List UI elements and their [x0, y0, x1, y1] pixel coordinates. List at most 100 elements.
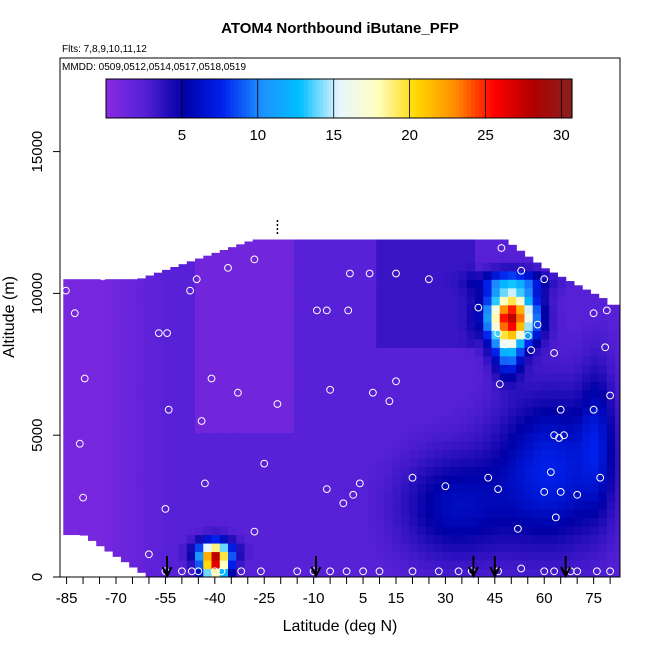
heatmap-cell: [195, 330, 204, 340]
heatmap-cell: [565, 398, 575, 408]
heatmap-cell: [120, 493, 130, 503]
heatmap-cell: [195, 321, 204, 331]
heatmap-cell: [195, 389, 204, 399]
heatmap-cell: [203, 483, 213, 493]
heatmap-cell: [88, 472, 97, 482]
heatmap-cell: [203, 355, 213, 365]
heatmap-cell: [442, 568, 451, 577]
heatmap-cell: [186, 406, 196, 416]
heatmap-cell: [368, 279, 377, 289]
heatmap-cell: [590, 551, 600, 561]
heatmap-cell: [277, 551, 287, 561]
heatmap-cell: [483, 270, 493, 280]
heatmap-cell: [120, 280, 130, 290]
sample-point: [392, 269, 400, 278]
heatmap-cell: [318, 423, 328, 433]
heatmap-cell: [178, 372, 188, 382]
heatmap-cell: [335, 559, 344, 570]
heatmap-cell: [269, 364, 279, 374]
heatmap-cell: [540, 415, 550, 425]
heatmap-cell: [88, 378, 97, 388]
heatmap-cell: [508, 559, 517, 570]
colorbar-segment: [424, 79, 429, 118]
heatmap-cell: [178, 321, 188, 331]
heatmap-cell: [318, 517, 328, 527]
heatmap-cell: [129, 490, 139, 500]
heatmap-cell: [499, 338, 509, 348]
heatmap-cell: [384, 508, 394, 519]
heatmap-cell: [458, 406, 468, 416]
heatmap-cell: [351, 423, 361, 433]
heatmap-cell: [442, 559, 451, 570]
heatmap-cell: [368, 449, 377, 459]
heatmap-cell: [153, 440, 163, 450]
heatmap-cell: [145, 432, 155, 442]
heatmap-cell: [499, 423, 509, 433]
heatmap-cell: [145, 466, 155, 476]
heatmap-cell: [606, 525, 616, 536]
colorbar: [105, 78, 573, 119]
heatmap-cell: [293, 440, 303, 450]
heatmap-cell: [228, 525, 237, 536]
heatmap-cell: [368, 534, 377, 544]
heatmap-cell: [219, 313, 229, 323]
heatmap-cell: [195, 474, 204, 485]
heatmap-cell: [228, 415, 237, 425]
heatmap-cell: [351, 296, 361, 306]
colorbar-segment: [319, 79, 325, 118]
heatmap-cell: [153, 313, 163, 323]
heatmap-cell: [615, 355, 620, 365]
heatmap-cell: [483, 483, 493, 493]
heatmap-cell: [417, 432, 427, 442]
sample-point: [408, 473, 417, 482]
heatmap-cell: [145, 525, 155, 536]
heatmap-cell: [79, 279, 89, 289]
heatmap-cell: [260, 364, 270, 374]
heatmap-cell: [71, 304, 81, 314]
heatmap-cell: [211, 330, 221, 340]
heatmap-cell: [491, 381, 501, 391]
heatmap-cell: [137, 546, 147, 556]
heatmap-cell: [71, 457, 81, 467]
heatmap-cell: [573, 389, 583, 399]
heatmap-cell: [549, 406, 559, 416]
heatmap-cell: [442, 500, 451, 510]
heatmap-cell: [153, 423, 163, 433]
heatmap-cell: [186, 296, 196, 306]
heatmap-cell: [236, 270, 246, 280]
heatmap-cell: [178, 398, 188, 408]
heatmap-cell: [359, 551, 369, 561]
heatmap-cell: [425, 364, 435, 374]
heatmap-cell: [483, 534, 493, 544]
heatmap-cell: [483, 432, 493, 442]
heatmap-cell: [450, 449, 460, 459]
heatmap-cell: [384, 500, 394, 510]
x-tick-label: -70: [105, 590, 127, 607]
heatmap-cell: [549, 389, 559, 399]
heatmap-cell: [573, 338, 583, 348]
heatmap-cell: [433, 372, 443, 382]
colorbar-segment: [152, 79, 158, 118]
heatmap-cell: [285, 500, 295, 510]
heatmap-cell: [277, 398, 287, 408]
heatmap-cell: [524, 347, 534, 357]
heatmap-cell: [71, 508, 81, 519]
heatmap-cell: [162, 364, 171, 374]
heatmap-cell: [228, 372, 237, 382]
heatmap-cell: [260, 313, 270, 323]
heatmap-cell: [565, 483, 575, 493]
heatmap-cell: [508, 398, 517, 408]
heatmap-cell: [335, 262, 344, 272]
heatmap-cell: [244, 432, 254, 442]
heatmap-cell: [252, 517, 262, 527]
heatmap-cell: [409, 253, 419, 263]
heatmap-cell: [491, 287, 501, 297]
heatmap-cell: [236, 355, 246, 365]
heatmap-cell: [508, 457, 517, 467]
heatmap-cell: [384, 347, 394, 357]
heatmap-cell: [137, 487, 147, 497]
heatmap-cell: [532, 406, 542, 416]
heatmap-cell: [343, 440, 353, 450]
colorbar-segment: [265, 79, 270, 118]
heatmap-cell: [112, 318, 122, 328]
